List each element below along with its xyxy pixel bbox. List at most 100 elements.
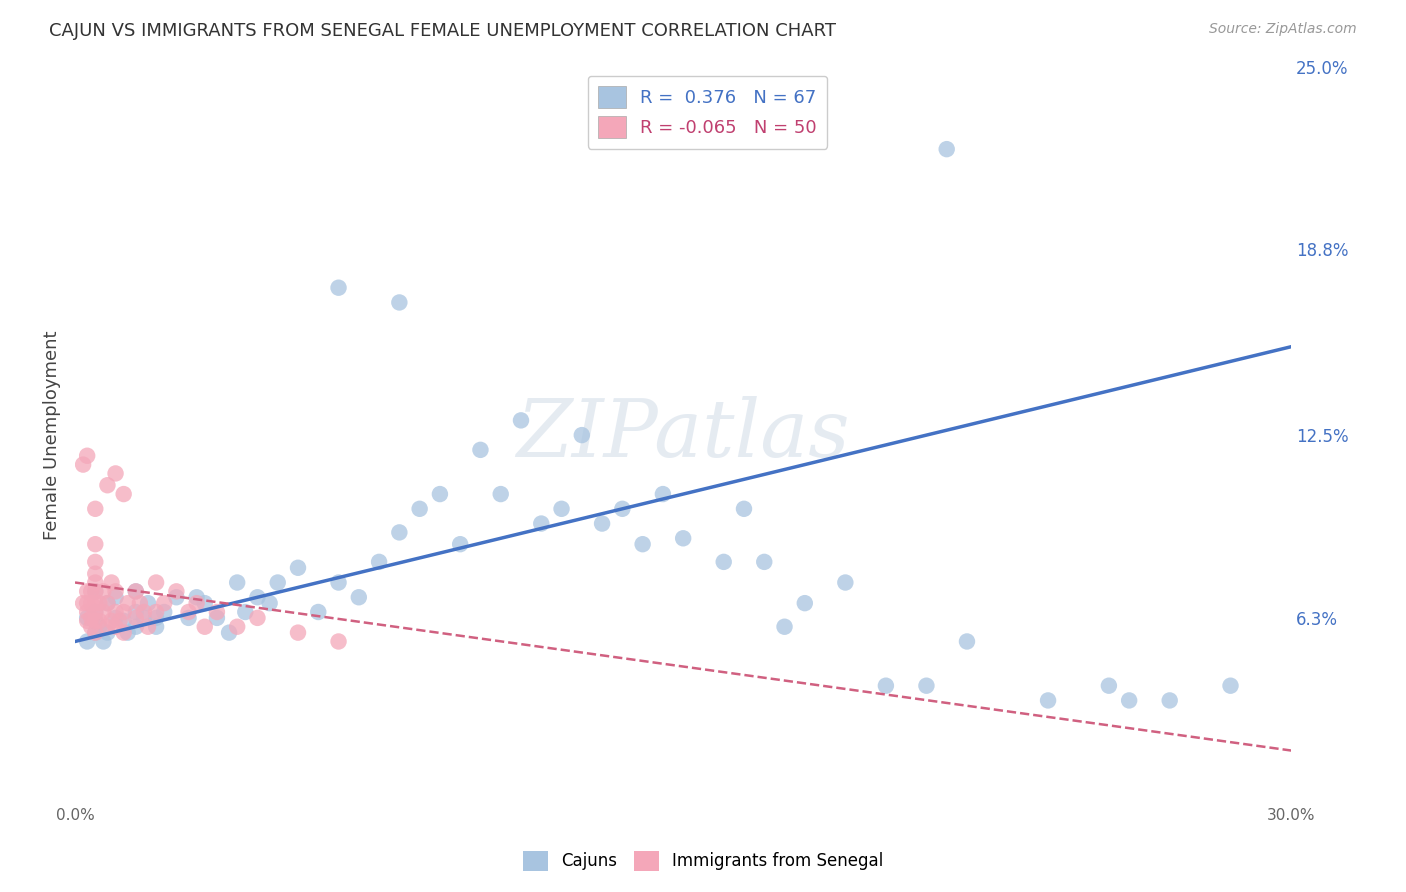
Point	[76, 449, 98, 463]
Point	[125, 605, 148, 619]
Legend: R =  0.376   N = 67, R = -0.065   N = 50: R = 0.376 N = 67, R = -0.065 N = 50	[588, 76, 827, 149]
Point	[112, 487, 135, 501]
Point	[429, 487, 451, 501]
Point	[104, 611, 127, 625]
Point	[612, 501, 634, 516]
Point	[571, 428, 593, 442]
Point	[132, 605, 155, 619]
Point	[489, 487, 512, 501]
Point	[1098, 679, 1121, 693]
Point	[117, 596, 139, 610]
Point	[104, 584, 127, 599]
Point	[84, 625, 107, 640]
Point	[153, 605, 176, 619]
Point	[80, 596, 103, 610]
Point	[205, 605, 228, 619]
Point	[186, 596, 208, 610]
Point	[84, 555, 107, 569]
Point	[112, 614, 135, 628]
Point	[267, 575, 290, 590]
Point	[136, 596, 159, 610]
Point	[96, 620, 118, 634]
Point	[96, 596, 118, 610]
Point	[177, 611, 200, 625]
Legend: Cajuns, Immigrants from Senegal: Cajuns, Immigrants from Senegal	[515, 842, 891, 880]
Point	[1219, 679, 1241, 693]
Point	[89, 620, 111, 634]
Point	[287, 561, 309, 575]
Point	[84, 614, 107, 628]
Point	[935, 142, 957, 156]
Point	[125, 611, 148, 625]
Point	[651, 487, 673, 501]
Point	[76, 634, 98, 648]
Point	[388, 525, 411, 540]
Point	[793, 596, 815, 610]
Text: CAJUN VS IMMIGRANTS FROM SENEGAL FEMALE UNEMPLOYMENT CORRELATION CHART: CAJUN VS IMMIGRANTS FROM SENEGAL FEMALE …	[49, 22, 837, 40]
Point	[530, 516, 553, 531]
Point	[631, 537, 654, 551]
Point	[89, 596, 111, 610]
Point	[226, 620, 249, 634]
Point	[1159, 693, 1181, 707]
Point	[132, 611, 155, 625]
Point	[733, 501, 755, 516]
Point	[112, 625, 135, 640]
Point	[875, 679, 897, 693]
Point	[773, 620, 796, 634]
Point	[328, 634, 350, 648]
Point	[84, 596, 107, 610]
Point	[84, 575, 107, 590]
Point	[72, 596, 94, 610]
Point	[80, 620, 103, 634]
Point	[591, 516, 613, 531]
Point	[1118, 693, 1140, 707]
Point	[307, 605, 329, 619]
Point	[449, 537, 471, 551]
Point	[112, 605, 135, 619]
Point	[246, 591, 269, 605]
Point	[84, 605, 107, 619]
Point	[100, 575, 122, 590]
Point	[368, 555, 391, 569]
Point	[328, 575, 350, 590]
Point	[84, 605, 107, 619]
Point	[96, 596, 118, 610]
Y-axis label: Female Unemployment: Female Unemployment	[44, 330, 60, 540]
Point	[93, 584, 115, 599]
Point	[125, 584, 148, 599]
Point	[89, 614, 111, 628]
Point	[80, 584, 103, 599]
Point	[136, 620, 159, 634]
Point	[96, 478, 118, 492]
Point	[104, 605, 127, 619]
Point	[177, 605, 200, 619]
Point	[84, 537, 107, 551]
Point	[165, 591, 187, 605]
Point	[84, 501, 107, 516]
Point	[165, 584, 187, 599]
Point	[226, 575, 249, 590]
Point	[104, 620, 127, 634]
Point	[218, 625, 240, 640]
Point	[93, 634, 115, 648]
Point	[550, 501, 572, 516]
Point	[84, 566, 107, 581]
Point	[510, 413, 533, 427]
Point	[834, 575, 856, 590]
Point	[145, 605, 167, 619]
Point	[128, 596, 150, 610]
Point	[145, 611, 167, 625]
Text: ZIPatlas: ZIPatlas	[516, 396, 849, 474]
Point	[100, 614, 122, 628]
Point	[194, 596, 217, 610]
Point	[347, 591, 370, 605]
Point	[259, 596, 281, 610]
Point	[96, 625, 118, 640]
Point	[145, 575, 167, 590]
Point	[194, 620, 217, 634]
Point	[117, 625, 139, 640]
Point	[72, 458, 94, 472]
Point	[1036, 693, 1059, 707]
Point	[186, 591, 208, 605]
